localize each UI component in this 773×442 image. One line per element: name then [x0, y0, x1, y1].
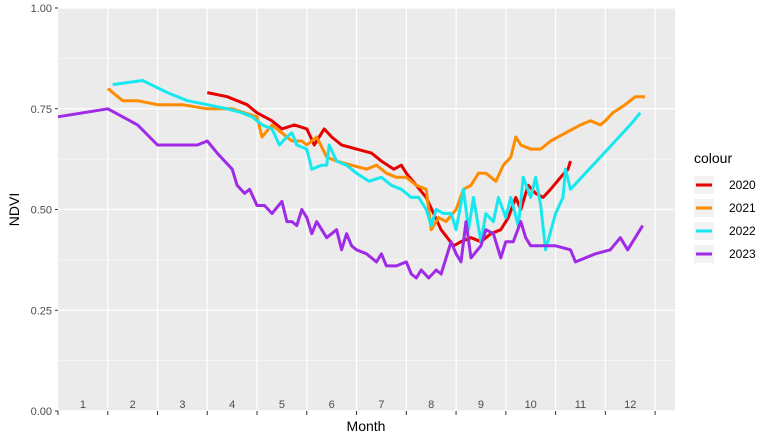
y-tick-label: 0.25: [31, 305, 52, 317]
axes: 0.00 0.25 0.50 0.75 1.00: [31, 3, 656, 418]
legend: colour 2020 2021 2022 2023: [694, 150, 756, 263]
month-label: 11: [575, 399, 586, 411]
month-label: 7: [378, 399, 384, 411]
series-line-2021: [106, 87, 646, 232]
month-label: 10: [525, 399, 537, 411]
y-tick-label: 0.00: [31, 406, 52, 418]
month-label: 3: [179, 399, 185, 411]
month-labels: 1 2 3 4 5 6 7 8 9 10 11 12: [80, 399, 637, 411]
y-tick-label: 1.00: [31, 3, 52, 15]
legend-title: colour: [694, 150, 732, 166]
legend-label-2023: 2023: [729, 247, 756, 261]
series-line-2023: [57, 107, 644, 280]
series-lines: [57, 79, 646, 280]
month-label: 2: [130, 399, 136, 411]
y-axis-title: NDVI: [6, 193, 22, 226]
y-tick-label: 0.75: [31, 104, 52, 116]
month-label: 6: [329, 399, 335, 411]
grid-lines: [58, 7, 675, 412]
x-axis-title: Month: [347, 418, 386, 434]
y-tick-label: 0.50: [31, 205, 52, 217]
month-label: 12: [624, 399, 636, 411]
legend-label-2021: 2021: [729, 201, 756, 215]
legend-label-2020: 2020: [729, 178, 756, 192]
month-label: 8: [428, 399, 434, 411]
month-label: 1: [80, 399, 86, 411]
month-label: 5: [279, 399, 285, 411]
month-label: 4: [229, 399, 235, 411]
series-line-2022: [112, 79, 642, 252]
legend-label-2022: 2022: [729, 224, 756, 238]
month-label: 9: [478, 399, 484, 411]
